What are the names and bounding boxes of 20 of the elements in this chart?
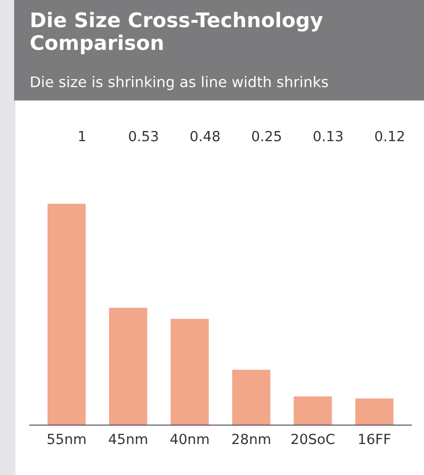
data-label: 0.53: [129, 130, 158, 142]
data-label: 0.48: [190, 130, 220, 142]
x-tick-label: 40nm: [170, 434, 209, 444]
x-tick-label: 45nm: [108, 434, 147, 444]
bar: [109, 308, 148, 426]
data-label: 0.12: [375, 130, 404, 142]
chart-title: Die Size Cross-Technology Comparison: [30, 12, 323, 54]
data-label: 1: [79, 131, 86, 142]
bar: [294, 396, 332, 426]
data-label: 0.25: [252, 130, 281, 142]
chart-subtitle: Die size is shrinking as line width shrinks: [31, 76, 328, 90]
bar: [170, 318, 209, 426]
x-tick-label: 55nm: [48, 434, 86, 444]
bar: [48, 204, 86, 426]
x-tick-label: 16FF: [359, 434, 390, 444]
bar: [232, 370, 270, 426]
bar: [355, 398, 394, 426]
data-label: 0.13: [314, 130, 343, 142]
x-tick-label: 20SoC: [291, 434, 334, 444]
x-tick-label: 28nm: [232, 434, 270, 444]
